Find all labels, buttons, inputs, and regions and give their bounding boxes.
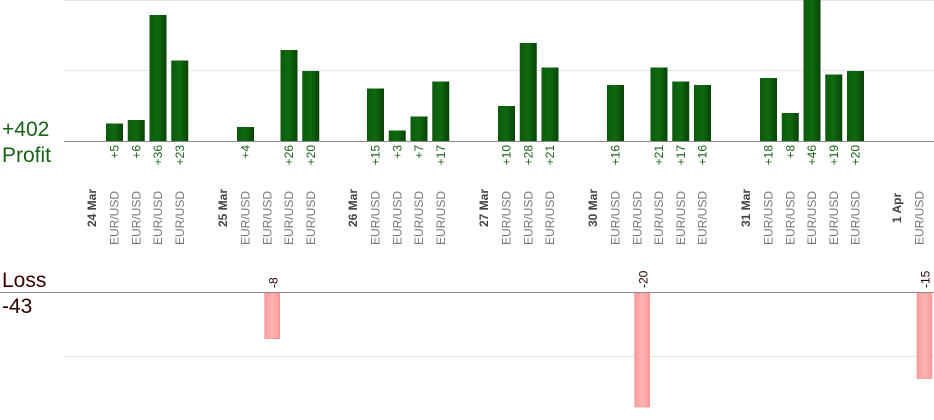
date-label: 24 Mar xyxy=(85,189,99,227)
profit-bar xyxy=(432,81,450,141)
profit-label: Profit xyxy=(2,144,52,167)
profit-bar xyxy=(280,50,298,141)
loss-value-label: -15 xyxy=(919,270,933,288)
profit-bar xyxy=(302,71,320,141)
pair-label: EUR/USD xyxy=(849,191,863,245)
profit-value-label: +5 xyxy=(108,145,122,159)
profit-bar xyxy=(498,106,515,141)
profit-bar xyxy=(106,123,123,141)
profit-value-label: +21 xyxy=(652,145,666,166)
pair-label: EUR/USD xyxy=(652,191,666,245)
profit-bar xyxy=(149,15,167,141)
profit-bar xyxy=(237,127,254,141)
pair-label: EUR/USD xyxy=(521,191,535,245)
profit-value-label: +7 xyxy=(412,145,426,159)
profit-value-label: +4 xyxy=(239,145,253,159)
profit-bar xyxy=(781,113,799,141)
profit-value-label: +6 xyxy=(129,145,143,159)
profit-bar xyxy=(541,67,559,141)
profit-value-label: +20 xyxy=(849,145,863,166)
pair-label: EUR/USD xyxy=(696,191,710,245)
pair-label: EUR/USD xyxy=(805,191,819,245)
profit-value-label: +21 xyxy=(543,145,557,166)
pair-label: EUR/USD xyxy=(151,191,165,245)
pair-label: EUR/USD xyxy=(762,191,776,245)
pair-label: EUR/USD xyxy=(369,191,383,245)
loss-total: -43 xyxy=(2,295,33,318)
profit-value-label: +3 xyxy=(390,145,404,159)
loss-bar xyxy=(264,292,281,339)
pair-label: EUR/USD xyxy=(913,191,927,245)
loss-bar xyxy=(634,292,651,408)
pair-label: EUR/USD xyxy=(129,191,143,245)
pair-label: EUR/USD xyxy=(434,191,448,245)
profit-bar xyxy=(367,88,384,141)
pair-label: EUR/USD xyxy=(783,191,797,245)
profit-bar xyxy=(650,67,668,141)
loss-value-label: -20 xyxy=(636,270,650,288)
profit-value-label: +8 xyxy=(783,145,797,159)
profit-value-label: +28 xyxy=(521,145,535,166)
profit-bar xyxy=(825,74,843,141)
profit-bar xyxy=(410,116,428,141)
loss-value-label: -8 xyxy=(266,277,280,288)
profit-value-label: +23 xyxy=(173,145,187,166)
pair-label: EUR/USD xyxy=(239,191,253,245)
date-label: 27 Mar xyxy=(477,189,491,227)
profit-bar xyxy=(127,120,145,141)
profit-value-label: +17 xyxy=(434,145,448,166)
pair-label: EUR/USD xyxy=(609,191,623,245)
date-label: 31 Mar xyxy=(739,189,753,227)
profit-bar xyxy=(519,43,537,141)
pair-label: EUR/USD xyxy=(412,191,426,245)
date-label: 1 Apr xyxy=(890,193,904,224)
pair-label: EUR/USD xyxy=(543,191,557,245)
profit-total: +402 xyxy=(2,118,50,141)
profit-bar xyxy=(672,81,690,141)
loss-label: Loss xyxy=(2,269,47,292)
pair-label: EUR/USD xyxy=(674,191,688,245)
profit-value-label: +26 xyxy=(282,145,296,166)
pair-label: EUR/USD xyxy=(390,191,404,245)
date-label: 25 Mar xyxy=(216,189,230,227)
loss-bar xyxy=(916,292,933,379)
pair-label: EUR/USD xyxy=(827,191,841,245)
profit-bar xyxy=(171,60,189,141)
profit-value-label: +19 xyxy=(827,145,841,166)
profit-value-label: +16 xyxy=(609,145,623,166)
profit-value-label: +15 xyxy=(369,145,383,166)
date-label: 30 Mar xyxy=(586,189,600,227)
profit-value-label: +10 xyxy=(500,145,514,166)
pair-label: EUR/USD xyxy=(260,191,274,245)
pair-label: EUR/USD xyxy=(282,191,296,245)
profit-value-label: +36 xyxy=(151,145,165,166)
profit-value-label: +16 xyxy=(696,145,710,166)
pair-label: EUR/USD xyxy=(304,191,318,245)
profit-value-label: +18 xyxy=(762,145,776,166)
profit-bar xyxy=(607,85,624,141)
profit-bar xyxy=(760,78,777,141)
pair-label: EUR/USD xyxy=(108,191,122,245)
pair-label: EUR/USD xyxy=(500,191,514,245)
profit-bar xyxy=(847,71,864,141)
profit-value-label: +17 xyxy=(674,145,688,166)
pair-label: EUR/USD xyxy=(173,191,187,245)
profit-bar xyxy=(388,130,406,141)
profit-bar xyxy=(803,0,821,141)
profit-value-label: +20 xyxy=(304,145,318,166)
profit-value-label: +46 xyxy=(805,145,819,166)
pair-label: EUR/USD xyxy=(630,191,644,245)
profit-bar xyxy=(694,85,711,141)
date-label: 26 Mar xyxy=(346,189,360,227)
